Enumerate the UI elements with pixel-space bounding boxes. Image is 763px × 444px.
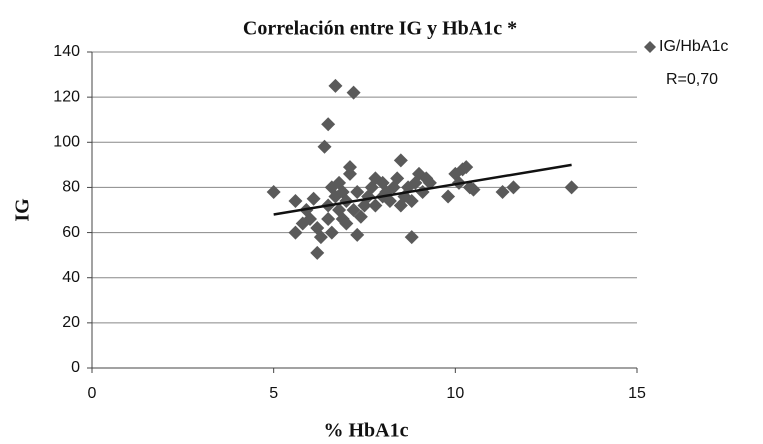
point <box>328 78 343 93</box>
point <box>390 171 405 186</box>
y-tick-label: 120 <box>53 88 80 105</box>
chart-title: Correlación entre IG y HbA1c * <box>243 18 517 40</box>
point <box>324 225 339 240</box>
trendline <box>273 163 572 216</box>
point <box>310 245 325 260</box>
point <box>339 216 354 231</box>
y-tick-label: 20 <box>62 314 80 331</box>
y-tick-label: 40 <box>62 269 80 286</box>
point <box>350 184 365 199</box>
y-tick-label: 100 <box>53 134 80 151</box>
point <box>393 153 408 168</box>
y-tick-label: 60 <box>62 224 80 241</box>
point <box>422 175 437 190</box>
legend-label: IG/HbA1c <box>659 38 728 55</box>
point <box>342 160 357 175</box>
point <box>313 230 328 245</box>
annotation: R=0,70 <box>666 71 718 88</box>
x-tick-label: 15 <box>628 385 646 402</box>
point <box>441 189 456 204</box>
point <box>382 193 397 208</box>
point <box>306 191 321 206</box>
y-tick-label: 0 <box>71 359 80 376</box>
point <box>404 193 419 208</box>
y-axis-label: IG <box>12 198 34 222</box>
point <box>303 212 317 227</box>
point <box>266 184 281 199</box>
x-tick-label: 5 <box>269 385 278 402</box>
point <box>288 193 303 208</box>
point <box>353 209 368 224</box>
point <box>350 227 365 242</box>
y-tick-label: 140 <box>53 43 80 60</box>
point <box>564 180 579 195</box>
legend-marker <box>644 41 656 53</box>
point <box>339 193 354 208</box>
point <box>466 182 481 197</box>
point <box>317 139 332 154</box>
point <box>459 160 474 175</box>
point <box>506 180 521 195</box>
x-tick-label: 0 <box>88 385 97 402</box>
x-axis-label: % HbA1c <box>324 420 409 442</box>
point <box>368 198 383 213</box>
point <box>321 212 336 227</box>
point <box>346 85 361 100</box>
point <box>404 230 419 245</box>
y-tick-label: 80 <box>62 179 80 196</box>
point <box>346 203 361 217</box>
x-tick-label: 10 <box>446 385 464 402</box>
point <box>288 225 303 240</box>
point <box>321 117 336 132</box>
point <box>495 184 510 199</box>
